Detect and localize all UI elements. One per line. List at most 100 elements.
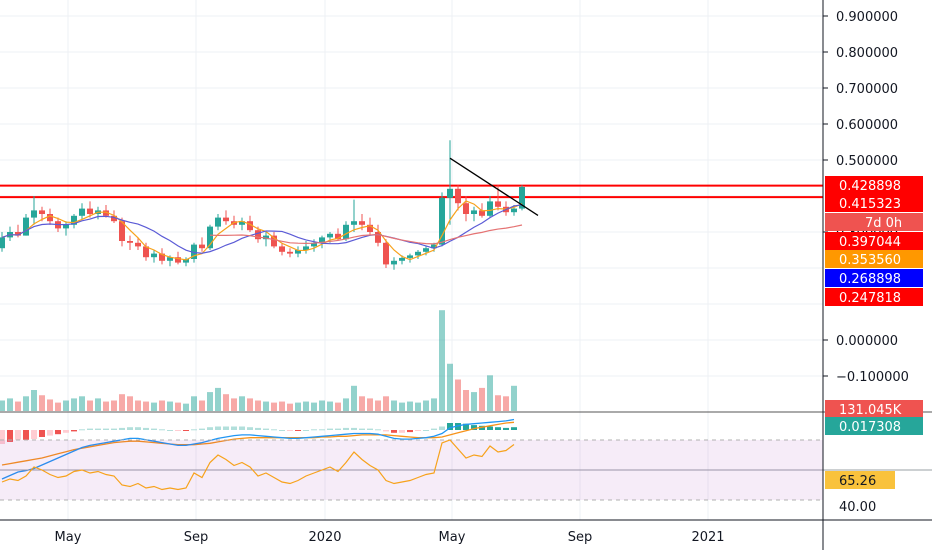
macd-histogram-bar bbox=[71, 430, 77, 432]
macd-histogram-bar bbox=[23, 430, 29, 440]
macd-histogram-bar bbox=[119, 427, 125, 430]
macd-histogram-bar bbox=[391, 430, 397, 433]
candle-body bbox=[135, 242, 141, 247]
candle-body bbox=[415, 251, 421, 256]
macd-histogram-bar bbox=[295, 430, 301, 431]
volume-bar bbox=[295, 402, 301, 411]
volume-bar bbox=[0, 400, 5, 411]
volume-bar bbox=[375, 400, 381, 411]
candle-body bbox=[263, 235, 269, 240]
macd-histogram-bar bbox=[0, 430, 5, 444]
moving-average-line bbox=[209, 224, 523, 245]
macd-histogram-bar bbox=[39, 430, 45, 437]
rsi-badge bbox=[825, 471, 895, 489]
candle-body bbox=[303, 246, 309, 250]
price-tick-label: 0.000000 bbox=[836, 334, 898, 349]
candle-body bbox=[391, 260, 397, 265]
candle-body bbox=[127, 241, 133, 243]
macd-histogram-bar bbox=[255, 427, 261, 430]
volume-bar bbox=[239, 396, 245, 411]
macd-histogram-bar bbox=[215, 426, 221, 430]
candle-body bbox=[103, 210, 109, 216]
macd-histogram-bar bbox=[343, 427, 349, 430]
macd-histogram-bar bbox=[495, 427, 501, 430]
price-badge-label: 0.397044 bbox=[839, 235, 901, 250]
volume-bar bbox=[351, 385, 357, 411]
candle-body bbox=[247, 221, 253, 231]
macd-badge-label: 0.017308 bbox=[839, 420, 901, 435]
volume-bar bbox=[327, 401, 333, 411]
macd-histogram-bar bbox=[207, 427, 213, 430]
volume-bar bbox=[167, 401, 173, 411]
rsi-badge-label: 65.26 bbox=[839, 474, 876, 489]
volume-bar bbox=[23, 396, 29, 411]
macd-histogram-bar bbox=[31, 430, 37, 440]
time-tick-label: 2020 bbox=[308, 530, 341, 545]
candle-body bbox=[15, 232, 21, 236]
macd-histogram-bar bbox=[455, 423, 461, 430]
macd-histogram-bar bbox=[247, 427, 253, 430]
candle-body bbox=[79, 208, 85, 216]
volume-bar bbox=[471, 392, 477, 411]
candle-body bbox=[71, 215, 77, 225]
macd-histogram-bar bbox=[487, 426, 493, 430]
rsi-band bbox=[0, 440, 823, 500]
macd-histogram-bar bbox=[375, 429, 381, 431]
time-tick-label: Sep bbox=[184, 530, 209, 545]
trendline[interactable] bbox=[449, 157, 539, 216]
volume-bar bbox=[511, 385, 517, 411]
macd-histogram-bar bbox=[47, 430, 53, 436]
volume-bar bbox=[311, 402, 317, 411]
time-axis[interactable]: May Sep 2020 May Sep 2021 bbox=[0, 519, 932, 545]
macd-histogram-bar bbox=[335, 428, 341, 430]
candle-body bbox=[319, 237, 325, 243]
time-tick-label: May bbox=[439, 530, 466, 545]
volume-bar bbox=[255, 400, 261, 411]
macd-histogram-bar bbox=[87, 428, 93, 430]
candle-body bbox=[471, 210, 477, 214]
rsi-line bbox=[1, 439, 515, 491]
macd-histogram-bar bbox=[191, 429, 197, 431]
candle-body bbox=[119, 221, 125, 241]
macd-histogram-bar bbox=[55, 430, 61, 435]
macd-histogram-bar bbox=[231, 426, 237, 430]
price-axis[interactable]: 0.900000 0.800000 0.700000 0.600000 0.500000… bbox=[822, 0, 923, 550]
candle-body bbox=[223, 217, 229, 222]
macd-histogram-bar bbox=[287, 430, 293, 431]
candle-body bbox=[327, 233, 333, 238]
grid-lines bbox=[0, 0, 823, 520]
volume-bar bbox=[199, 400, 205, 411]
volume-bar bbox=[111, 400, 117, 411]
macd-histogram-bar bbox=[359, 428, 365, 430]
trendline-segment bbox=[449, 157, 539, 216]
volume-bar bbox=[335, 402, 341, 411]
macd-histogram-bar bbox=[471, 425, 477, 430]
volume-bar bbox=[71, 398, 77, 411]
price-badge-label: 7d 0h bbox=[865, 216, 902, 231]
volume-bar bbox=[7, 398, 13, 411]
candle-body bbox=[183, 259, 189, 263]
macd-histogram-bar bbox=[383, 430, 389, 432]
macd-histogram-bar bbox=[447, 423, 453, 430]
price-tick-label: 0.800000 bbox=[836, 46, 898, 61]
candle-body bbox=[407, 255, 413, 258]
time-tick-label: May bbox=[55, 530, 82, 545]
volume-bar bbox=[55, 402, 61, 411]
volume-bar bbox=[103, 401, 109, 411]
candle-body bbox=[239, 221, 245, 225]
volume-bar bbox=[143, 401, 149, 411]
candle-body bbox=[23, 217, 29, 236]
volume-bar bbox=[31, 390, 37, 411]
macd-histogram-bar bbox=[279, 430, 285, 431]
macd-histogram-bar bbox=[367, 428, 373, 430]
macd-histogram-bar bbox=[311, 429, 317, 431]
macd-histogram-bar bbox=[15, 430, 21, 440]
price-badge-label: 0.268898 bbox=[839, 272, 901, 287]
candle-body bbox=[343, 224, 349, 240]
macd-histogram-bar bbox=[407, 430, 413, 433]
macd-histogram-bar bbox=[175, 430, 181, 431]
price-badge bbox=[825, 400, 923, 418]
candle-body bbox=[519, 187, 525, 209]
macd-histogram-bar bbox=[439, 426, 445, 430]
macd-histogram-bar bbox=[463, 423, 469, 430]
